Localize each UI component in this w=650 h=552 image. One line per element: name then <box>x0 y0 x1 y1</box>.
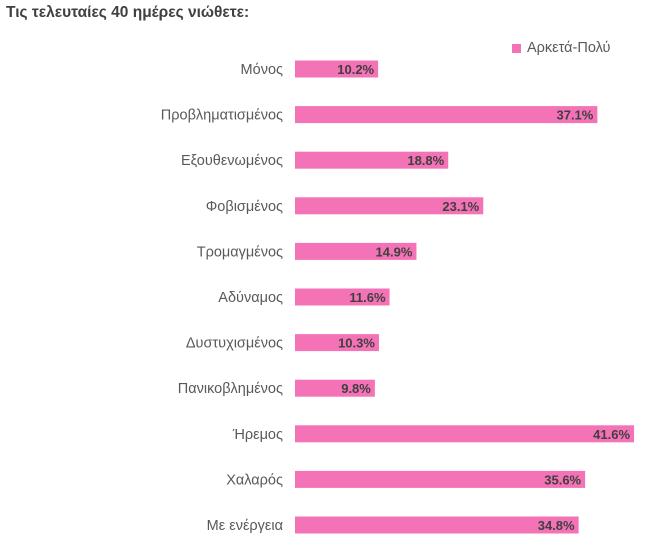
chart-legend: Αρκετά-Πολύ <box>512 40 610 56</box>
bar <box>295 425 635 443</box>
category-labels: Μόνος Προβληματισμένος Εξουθενωμένος Φοβισμ… <box>161 62 283 534</box>
category-label: Πανικοβλημένος <box>178 381 283 397</box>
bar <box>295 288 390 306</box>
category-label: Χαλαρός <box>226 472 283 488</box>
data-label: 34.8% <box>538 518 575 533</box>
category-label: Προβληματισμένος <box>161 108 283 124</box>
category-label: Εξουθενωμένος <box>181 153 283 169</box>
data-label: 10.3% <box>338 336 375 351</box>
bar <box>295 197 484 215</box>
category-label: Αδύναμος <box>218 290 283 306</box>
bar <box>295 242 417 260</box>
category-label: Μόνος <box>241 62 283 78</box>
value-labels: 10.2% 37.1% 18.8% 23.1% 14.9% 11.6% 10.3% 9.8% 4… <box>337 62 630 533</box>
category-label: Φοβισμένος <box>206 199 283 215</box>
chart-title: Τις τελευταίες 40 ημέρες νιώθετε: <box>6 4 250 21</box>
bar <box>295 470 586 488</box>
bar <box>295 60 379 78</box>
data-label: 23.1% <box>442 199 479 214</box>
data-label: 14.9% <box>376 244 413 259</box>
data-label: 35.6% <box>544 472 581 487</box>
bar <box>295 106 598 124</box>
data-label: 37.1% <box>556 108 593 123</box>
bar <box>295 151 449 169</box>
data-label: 9.8% <box>341 381 371 396</box>
data-label: 18.8% <box>407 153 444 168</box>
bar <box>295 516 579 534</box>
category-label: Με ενέργεια <box>207 518 283 534</box>
legend-label: Αρκετά-Πολύ <box>527 40 611 56</box>
category-label: Ήρεμος <box>232 427 283 443</box>
legend-swatch <box>512 43 521 53</box>
bar <box>295 334 379 352</box>
data-label: 41.6% <box>593 427 630 442</box>
bar <box>295 379 375 397</box>
category-label: Δυστυχισμένος <box>186 336 283 352</box>
data-label: 11.6% <box>349 290 386 305</box>
data-label: 10.2% <box>337 62 374 77</box>
bars <box>295 60 635 534</box>
category-label: Τρομαγμένος <box>197 244 283 260</box>
